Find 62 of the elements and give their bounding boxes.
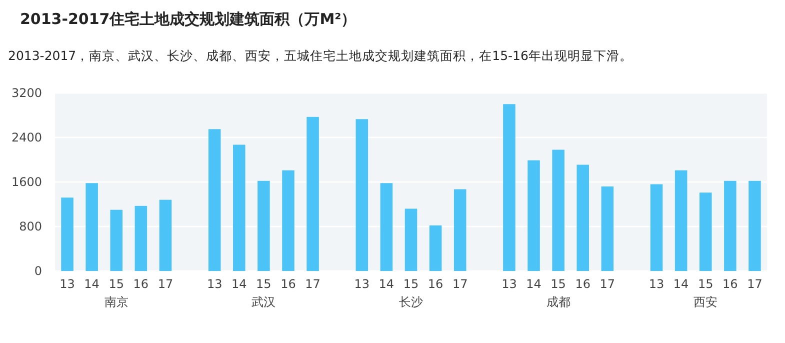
x-tick-label: 14 — [84, 277, 100, 291]
bar — [134, 206, 148, 271]
x-tick-label: 16 — [722, 277, 738, 291]
text: 武汉 — [252, 295, 276, 309]
chart-title: 2013-2017住宅土地成交规划建筑面积（万M²） — [20, 10, 356, 28]
x-tick-label: 14 — [231, 277, 247, 291]
bar — [601, 186, 614, 271]
bar — [528, 160, 540, 271]
bar — [306, 116, 319, 271]
bar — [61, 198, 74, 271]
x-tick-label: 16 — [133, 277, 149, 291]
x-tick-label: 13 — [60, 277, 75, 291]
bar — [86, 183, 98, 271]
x-tick-label: 14 — [526, 277, 542, 291]
x-tick-label: 16 — [428, 277, 444, 291]
bar — [404, 208, 418, 271]
bar — [380, 183, 393, 271]
y-tick-label: 0 — [34, 264, 42, 278]
bar — [282, 170, 294, 271]
bar — [576, 164, 589, 271]
text: 南京 — [104, 295, 128, 309]
x-tick-label: 15 — [698, 277, 714, 291]
x-tick-label: 13 — [354, 277, 370, 291]
x-tick-label: 14 — [673, 277, 689, 291]
x-tick-label: 17 — [158, 277, 174, 291]
bar — [110, 210, 123, 271]
y-tick-label: 800 — [19, 220, 42, 234]
y-tick-label: 1600 — [11, 175, 42, 189]
x-tick-label: 17 — [600, 277, 616, 291]
bar — [159, 200, 172, 271]
bar — [429, 225, 442, 271]
x-tick-label: 13 — [206, 277, 222, 291]
chart-subtitle: 2013-2017，南京、武汉、长沙、成都、西安，五城住宅土地成交规划建筑面积，在15-16年出现明显下滑。 — [8, 48, 632, 63]
bar — [233, 144, 246, 271]
x-tick-label: 15 — [403, 277, 419, 291]
bar — [208, 129, 221, 271]
y-tick-label: 3200 — [11, 86, 42, 100]
x-tick-label: 17 — [305, 277, 320, 291]
bar — [699, 192, 712, 271]
bar — [356, 119, 368, 271]
bar — [258, 180, 270, 271]
x-tick-label: 13 — [648, 277, 664, 291]
bar — [503, 104, 516, 271]
x-tick-label: 15 — [108, 277, 124, 291]
x-tick-label: 17 — [452, 277, 468, 291]
text: 长沙 — [399, 295, 423, 309]
x-tick-label: 16 — [575, 277, 591, 291]
text: 西安 — [694, 295, 718, 309]
y-tick-label: 2400 — [11, 130, 42, 144]
x-tick-label: 15 — [550, 277, 566, 291]
x-tick-label: 16 — [280, 277, 296, 291]
x-tick-label: 17 — [747, 277, 762, 291]
bar — [552, 150, 564, 271]
x-tick-label: 14 — [378, 277, 394, 291]
bar — [724, 180, 736, 271]
bar — [454, 189, 466, 271]
text: 成都 — [546, 295, 570, 309]
bar — [650, 184, 663, 271]
x-tick-label: 15 — [256, 277, 272, 291]
bar — [674, 170, 688, 271]
bar — [748, 180, 761, 271]
x-tick-label: 13 — [502, 277, 517, 291]
